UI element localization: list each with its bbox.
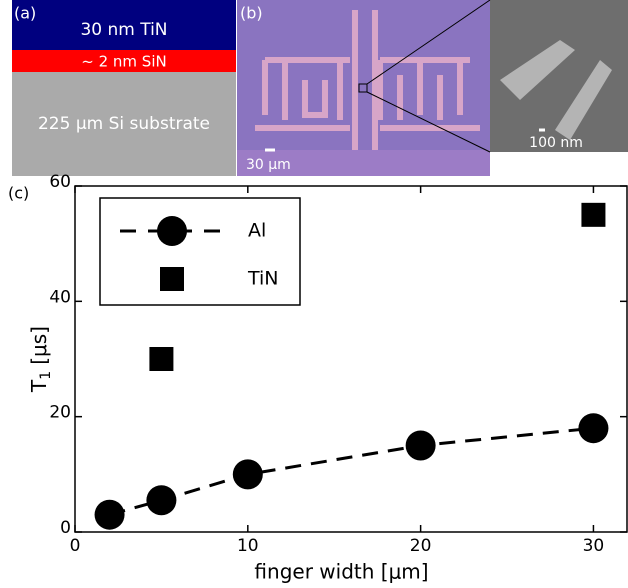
panel-label: (b) xyxy=(240,4,263,23)
x-tick-label: 10 xyxy=(237,536,259,556)
y-label-part: T xyxy=(27,379,51,393)
y-label-part: 1 xyxy=(38,371,54,380)
panel-label: (a) xyxy=(14,4,36,23)
x-tick-label: 20 xyxy=(410,536,432,556)
legend-marker xyxy=(160,267,184,291)
panel-label: (c) xyxy=(8,184,29,203)
x-axis-label: finger width [μm] xyxy=(254,560,428,584)
y-label-part: [μs] xyxy=(27,326,51,365)
x-tick-label: 30 xyxy=(583,536,605,556)
y-tick-label: 0 xyxy=(60,518,71,538)
marker xyxy=(232,459,263,490)
zoom-line xyxy=(366,91,491,153)
legend-label: TiN xyxy=(247,268,279,290)
layer-label: 225 μm Si substrate xyxy=(38,114,210,134)
scale-bar-label: 30 μm xyxy=(246,157,291,173)
ground-plane xyxy=(237,150,490,176)
zoom-box xyxy=(358,83,368,93)
chart: 0 10 20 30 0 20 40 60 finger width [μm] T1 [μs] Al T… xyxy=(27,172,628,584)
legend-label: Al xyxy=(248,220,266,242)
y-tick-label: 20 xyxy=(49,403,71,423)
y-tick-label: 40 xyxy=(49,287,71,307)
y-axis-label: T1 [μs] xyxy=(27,326,55,393)
si-layer xyxy=(12,72,236,176)
plot-frame xyxy=(74,185,628,533)
zoom-line xyxy=(366,0,491,85)
sin-layer xyxy=(12,50,236,72)
resonator-meander xyxy=(255,10,480,160)
sem-electrodes xyxy=(500,40,612,140)
legend-box xyxy=(99,197,301,306)
marker xyxy=(578,413,609,444)
fit-line xyxy=(109,426,594,517)
marker xyxy=(405,430,436,461)
marker xyxy=(581,202,606,227)
legend-marker xyxy=(157,216,187,246)
layer-label: 30 nm TiN xyxy=(80,20,167,40)
scale-bar-label: 100 nm xyxy=(529,135,583,151)
x-tick-label: 0 xyxy=(70,536,81,556)
marker xyxy=(146,485,177,516)
tin-layer xyxy=(12,0,236,50)
y-tick-label: 60 xyxy=(49,172,71,192)
layer-label: ~ 2 nm SiN xyxy=(81,53,166,71)
marker xyxy=(94,499,125,530)
marker xyxy=(149,347,174,371)
